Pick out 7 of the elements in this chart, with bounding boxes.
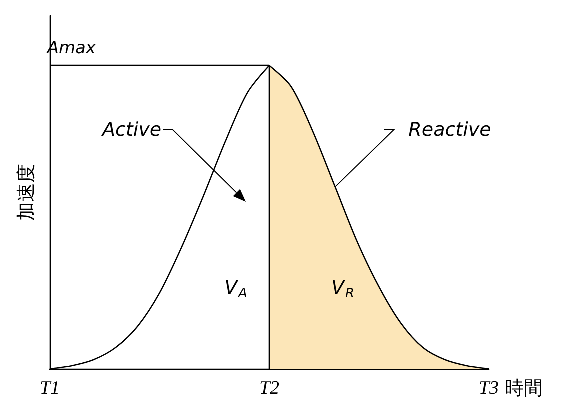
- annotation: Reactive: [408, 119, 492, 141]
- x-axis-title: 時間: [504, 378, 543, 400]
- annotation: Active: [100, 119, 162, 141]
- x-tick-label: T3: [478, 378, 500, 399]
- x-tick-label: T1: [40, 378, 60, 399]
- x-tick-label: T2: [259, 378, 280, 399]
- y-axis-title: 加速度: [16, 164, 38, 221]
